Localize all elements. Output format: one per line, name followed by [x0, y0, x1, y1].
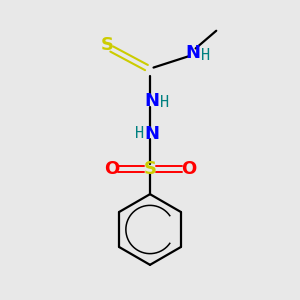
- Text: N: N: [145, 92, 160, 110]
- Text: S: S: [101, 37, 114, 55]
- Text: H: H: [135, 126, 144, 141]
- Text: O: O: [181, 160, 196, 178]
- Text: H: H: [201, 48, 211, 63]
- Text: N: N: [145, 125, 160, 143]
- Text: N: N: [185, 44, 200, 62]
- Text: S: S: [143, 160, 157, 178]
- Text: O: O: [104, 160, 119, 178]
- Text: H: H: [160, 95, 169, 110]
